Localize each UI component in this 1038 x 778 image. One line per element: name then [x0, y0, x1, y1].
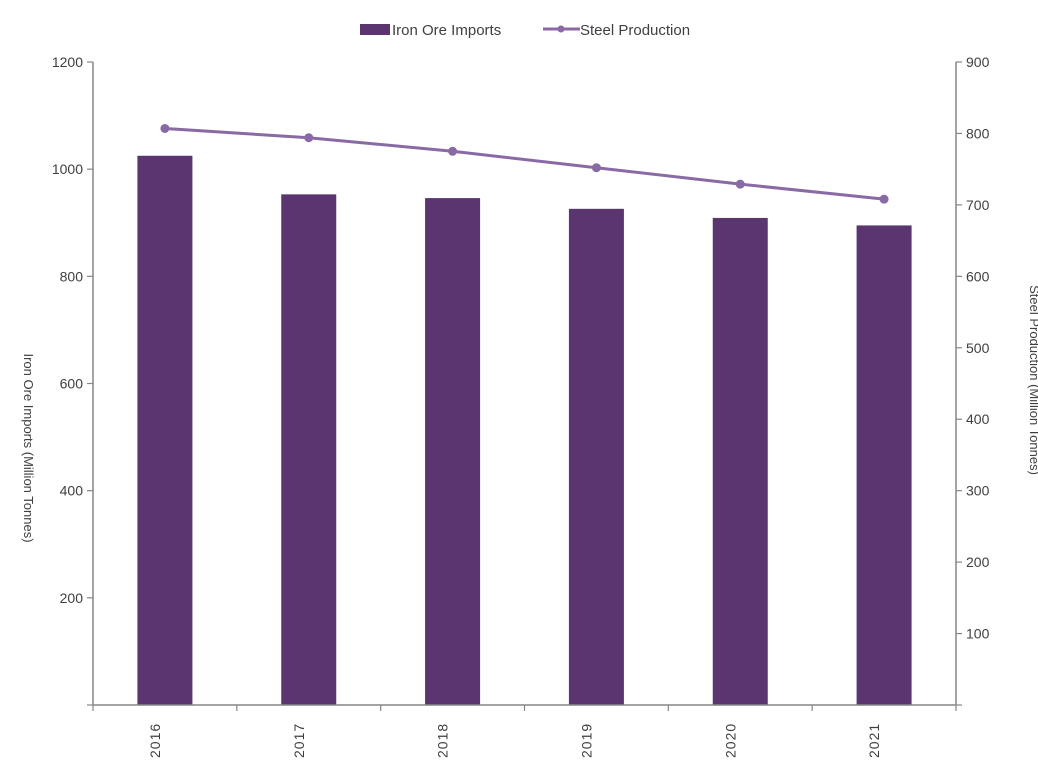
legend-label-steel-production: Steel Production [580, 22, 690, 39]
x-tick-label-2018: 2018 [435, 723, 451, 758]
x-tick-label-2019: 2019 [578, 723, 594, 758]
y-left-tick-label-200: 200 [60, 590, 84, 606]
point-steel-production-2018 [448, 146, 458, 156]
y-right-axis-title: Steel Production (Million Tonnes) [1027, 285, 1038, 475]
legend: Iron Ore Imports Steel Production [360, 22, 690, 39]
bar-2017 [281, 194, 337, 705]
point-steel-production-2019 [591, 163, 601, 173]
bar-2021 [856, 225, 912, 705]
legend-marker-steel-production [557, 25, 565, 33]
y-left-tick-label-1200: 1200 [52, 54, 83, 70]
y-right-tick-label-200: 200 [966, 554, 990, 570]
bar-2019 [568, 208, 624, 705]
point-steel-production-2020 [735, 179, 745, 189]
y-right-tick-label-700: 700 [966, 197, 990, 213]
x-tick-label-2016: 2016 [147, 723, 163, 758]
y-right-tick-label-400: 400 [966, 411, 990, 427]
legend-label-iron-ore-imports: Iron Ore Imports [392, 22, 501, 39]
point-steel-production-2016 [160, 123, 170, 133]
legend-swatch-iron-ore-imports [360, 24, 390, 35]
y-right-tick-label-100: 100 [966, 626, 990, 642]
y-left-tick-label-600: 600 [60, 376, 84, 392]
y-right-tick-label-500: 500 [966, 340, 990, 356]
y-left-axis-title: Iron Ore Imports (Million Tonnes) [21, 353, 36, 542]
y-left-tick-label-1000: 1000 [52, 161, 83, 177]
bar-2020 [712, 217, 768, 706]
y-right-tick-label-800: 800 [966, 125, 990, 141]
y-right-tick-label-300: 300 [966, 483, 990, 499]
y-left-tick-label-400: 400 [60, 483, 84, 499]
point-steel-production-2021 [879, 194, 889, 204]
y-right-tick-label-900: 900 [966, 54, 990, 70]
point-steel-production-2017 [304, 133, 314, 143]
y-right-tick-label-600: 600 [966, 268, 990, 284]
line-steel-production [164, 126, 885, 201]
x-tick-label-2017: 2017 [291, 723, 307, 758]
bar-2016 [137, 155, 193, 706]
y-left-tick-label-800: 800 [60, 268, 84, 284]
x-tick-label-2021: 2021 [866, 723, 882, 758]
bar-2018 [425, 198, 481, 705]
x-tick-label-2020: 2020 [722, 723, 738, 758]
plot-area: 200 400 600 800 1000 1200 100 200 300 400 500 600 70… [21, 54, 1038, 758]
